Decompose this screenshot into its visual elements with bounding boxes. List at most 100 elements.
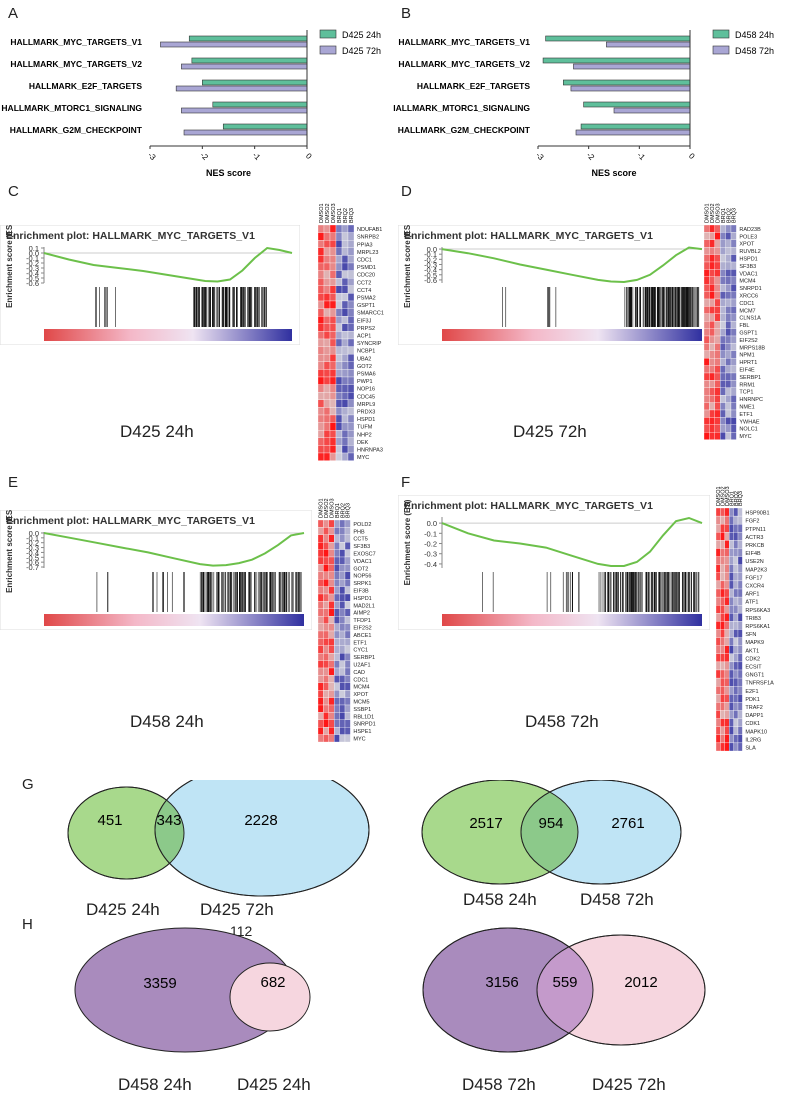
heat-cell [714,284,721,292]
heat-cell [334,734,340,743]
sample-label: DMSO1 [705,203,711,223]
heat-cell [733,734,739,744]
heat-cell [720,328,726,337]
heat-cell [318,384,325,393]
gene-label: ABCE1 [353,633,371,639]
gene-label: PRPS2 [357,326,375,332]
heat-cell [720,417,726,425]
heat-cell [714,291,721,300]
heat-cell [704,350,710,359]
y-tick-label: -0.5 [26,274,39,283]
bar [222,123,308,130]
heat-cell [347,316,355,324]
heat-cell [329,224,337,233]
gene-label: SNRPD1 [353,722,375,728]
caption-d458-72h: D458 72h [525,712,599,731]
gene-label: PRDX3 [357,410,375,416]
heat-cell [730,358,737,366]
heat-cell [730,417,737,425]
heat-cell [329,308,337,317]
gene-label: CDC1 [739,301,754,307]
heat-cell [344,601,351,609]
es-curve [441,246,703,284]
heat-cell [709,298,715,307]
legend-label: D425 24h [342,30,381,40]
heat-cell [737,669,743,679]
heat-cell [704,298,710,307]
venn-caption: D425 72h [592,1075,666,1094]
caption-d425-72h: D425 72h [513,422,587,441]
gene-label: EIF3B [353,589,369,595]
venn-d425: 451 343 2228 [67,780,370,897]
heat-cell [318,369,325,378]
heat-cell [737,532,743,541]
legend-swatch [319,29,337,39]
heat-cell [335,346,343,355]
bar [606,41,691,48]
heat-cell [716,548,721,557]
heat-cell [323,542,329,550]
heat-cell [347,278,355,286]
heat-cell [733,532,739,541]
heat-cell [341,316,349,324]
gene-label: SLA [745,746,756,752]
heat-cell [318,323,325,332]
heat-cell [704,432,710,440]
heat-cell [344,630,351,639]
heat-cell [725,313,732,322]
heat-cell [724,661,730,671]
sample-label: DMSO3 [716,203,722,223]
heat-cell [724,677,730,687]
heat-cell [329,399,337,408]
heat-cell [347,430,355,438]
category-label: HALLMARK_MYC_TARGETS_V2 [10,59,142,69]
venn-caption: D425 24h [86,900,160,919]
heat-cell [737,605,743,614]
heat-cell [339,690,346,698]
heat-cell [724,524,730,533]
heat-cell [704,306,710,314]
heat-cell [318,293,325,302]
heat-cell [323,224,331,233]
heat-cell [720,409,726,418]
heat-cell [729,629,734,638]
gene-label: MAPK9 [745,640,764,646]
heat-cell [716,718,721,727]
heat-cell [725,343,732,351]
heat-cell [344,616,351,624]
heat-cell [724,694,730,703]
heat-cell [334,690,340,698]
heat-cell [344,556,351,565]
sample-label: DMSO2 [324,498,330,518]
heat-cell [704,261,710,270]
heat-cell [724,686,730,695]
heat-cell [714,343,721,351]
heat-cell [737,702,743,711]
heat-cell [341,323,349,332]
heat-cell [730,298,737,307]
heat-cell [737,564,743,573]
heat-cell [704,239,710,248]
bar [563,79,691,86]
heat-cell [709,372,715,381]
heat-cell [737,556,743,565]
heat-cell [714,321,721,329]
gene-label: ETF1 [353,640,366,646]
gene-label: RPS6KA3 [745,608,770,614]
sample-label: BRQ1 [721,208,727,223]
heat-cell [329,285,337,294]
heat-cell [725,402,732,411]
heat-cell [347,346,355,355]
heat-cell [716,686,721,695]
heat-cell [737,653,743,663]
heat-cell [339,697,346,706]
venn-72h: 3156 559 2012 [422,927,706,1053]
heat-cell [709,306,715,314]
gene-label: MYC [357,455,369,461]
heat-cell [335,422,343,431]
venn-value: 559 [552,974,577,991]
heat-cell [725,284,732,292]
heat-cell [335,255,343,264]
heat-cell [720,572,725,582]
